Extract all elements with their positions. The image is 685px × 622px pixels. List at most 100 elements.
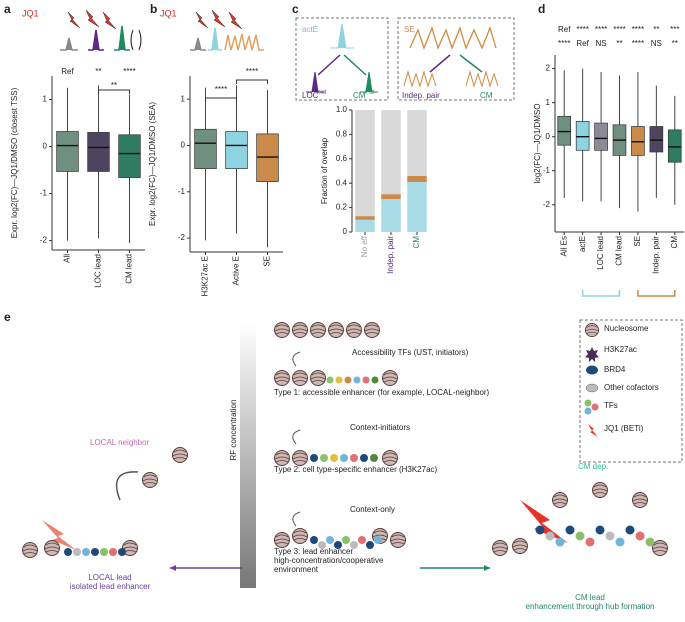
bar-segment <box>407 110 427 176</box>
schematic-label: CM <box>353 91 366 100</box>
nucleosome <box>592 482 608 498</box>
nucleosome <box>364 322 380 338</box>
schematic-label: LOCAL lead <box>88 573 131 582</box>
factor <box>330 454 338 462</box>
significance: ** <box>672 39 678 48</box>
factor <box>334 541 342 549</box>
schematic-label: isolated lead enhancer <box>70 582 151 591</box>
schematic-label: Type 1: accessible enhancer (for example… <box>274 388 490 397</box>
nucleosome <box>274 370 290 386</box>
significance: NS <box>596 39 607 48</box>
nucleosome <box>382 370 398 386</box>
significance: **** <box>595 25 607 34</box>
significance: ** <box>111 81 117 90</box>
significance: Ref <box>576 39 589 48</box>
bar-segment <box>355 216 375 220</box>
nucleosome <box>292 370 308 386</box>
y-tick-label: 1.0 <box>336 105 348 114</box>
bracket <box>236 79 268 84</box>
schematic-label: lead <box>365 89 375 95</box>
factor <box>310 454 318 462</box>
box <box>87 132 110 172</box>
box <box>594 122 608 151</box>
y-tick-label: -2 <box>178 233 186 242</box>
schematic-label: TFs <box>604 401 618 410</box>
significance: ** <box>95 67 101 76</box>
factor <box>535 525 545 535</box>
y-axis-label: log2(FC)—JQ1/DMSO <box>533 103 542 183</box>
bar-segment <box>407 175 427 182</box>
factor <box>371 376 379 384</box>
schematic-label: Type 3: lead enhancer <box>274 547 354 556</box>
significance: Ref <box>558 25 571 34</box>
nucleosome <box>292 322 308 338</box>
nucleosome <box>552 492 568 508</box>
schematic-label: enhancement through hub formation <box>526 602 655 611</box>
nucleosome <box>292 528 308 544</box>
significance: **** <box>246 67 258 76</box>
schematic-label: CM <box>480 91 493 100</box>
panel-label: a <box>4 2 11 16</box>
box <box>56 131 79 172</box>
schematic-label: BRD4 <box>604 365 626 374</box>
bar-segment <box>381 199 401 232</box>
factor <box>370 454 378 462</box>
x-tick-label: H3K27ac E <box>201 256 210 296</box>
nucleosome <box>512 538 528 554</box>
box <box>557 115 572 146</box>
x-tick-label: CM lead <box>125 254 134 284</box>
x-tick-label: All <box>63 254 72 263</box>
y-axis-label: Expr. log2(FC)—JQ1/DMSO (closest TSS) <box>10 87 19 238</box>
factor <box>91 548 99 556</box>
factor <box>362 376 370 384</box>
jq1-bolts <box>67 9 243 30</box>
factor <box>340 454 348 462</box>
panel-title: JQ1 <box>22 8 39 18</box>
factor <box>73 548 81 556</box>
factor <box>625 525 635 535</box>
y-tick-label: -1 <box>543 166 551 175</box>
nucleosome <box>310 322 326 338</box>
nucleosome <box>382 450 398 466</box>
significance: **** <box>576 25 588 34</box>
factor <box>82 548 90 556</box>
schematic-label: JQ1 (BETi) <box>604 424 644 433</box>
x-tick-label: No eff <box>360 235 369 257</box>
schematic-label: LOC <box>302 91 319 100</box>
nucleosome <box>274 322 290 338</box>
y-axis-label: Fraction of overlap <box>320 137 329 204</box>
box <box>575 121 590 151</box>
factor <box>555 537 565 547</box>
factor <box>100 548 108 556</box>
x-tick-label: Indep. pair <box>651 236 660 274</box>
group-bracket <box>637 290 676 297</box>
y-tick-label: 0 <box>43 142 48 151</box>
factor <box>575 531 585 541</box>
factor <box>118 548 126 556</box>
box <box>667 129 682 163</box>
x-tick-label: Active E <box>232 256 241 285</box>
significance: **** <box>613 25 625 34</box>
nucleosome <box>142 472 158 488</box>
schematic-c <box>295 17 515 101</box>
y-tick-label: 0 <box>343 227 348 236</box>
nucleosome <box>652 540 668 556</box>
schematic-label: H3K27ac <box>604 345 637 354</box>
x-tick-label: CM lead <box>615 236 624 266</box>
significance: NS <box>651 39 662 48</box>
nucleosome <box>346 322 362 338</box>
schematic-label: Other cofactors <box>604 383 659 392</box>
factor <box>645 537 655 547</box>
factor <box>64 548 72 556</box>
panel-title: JQ1 <box>160 8 177 18</box>
y-axis-label: Expr. log2(FC)—JQ1/DMSO (SEA) <box>148 102 157 226</box>
schematic-label: CM lead <box>575 593 605 602</box>
schematic-label: Context-only <box>350 505 395 514</box>
y-tick-label: 0.6 <box>336 154 348 163</box>
schematic-label: Context-initiators <box>350 423 410 432</box>
factor <box>326 536 334 544</box>
box <box>225 131 248 169</box>
schematic-label: actE <box>302 25 318 34</box>
significance: ** <box>616 39 622 48</box>
